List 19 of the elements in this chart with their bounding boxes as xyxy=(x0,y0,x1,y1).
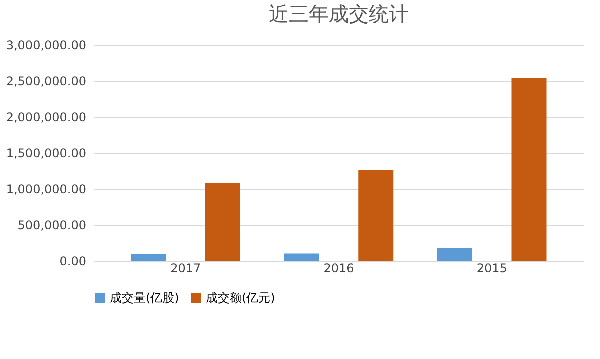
bar xyxy=(205,183,240,261)
bar xyxy=(131,254,166,261)
legend-label: 成交量(亿股) xyxy=(110,291,180,305)
y-tick-label: 2,500,000.00 xyxy=(6,74,86,88)
bar xyxy=(438,248,473,261)
y-tick-label: 1,500,000.00 xyxy=(6,146,86,160)
bar xyxy=(284,254,320,261)
y-tick-label: 500,000.00 xyxy=(18,218,86,232)
y-tick-label: 1,000,000.00 xyxy=(6,182,86,196)
y-tick-label: 3,000,000.00 xyxy=(6,38,86,52)
y-tick-label: 0.00 xyxy=(60,254,86,268)
bar xyxy=(512,78,547,261)
y-tick-label: 2,000,000.00 xyxy=(6,110,86,124)
x-tick-label: 2015 xyxy=(476,262,508,276)
legend-label: 成交额(亿元) xyxy=(206,291,276,305)
chart-title: 近三年成交统计 xyxy=(269,2,409,26)
x-tick-label: 2017 xyxy=(170,262,202,276)
bar xyxy=(358,170,394,261)
x-tick-label: 2016 xyxy=(324,262,354,276)
